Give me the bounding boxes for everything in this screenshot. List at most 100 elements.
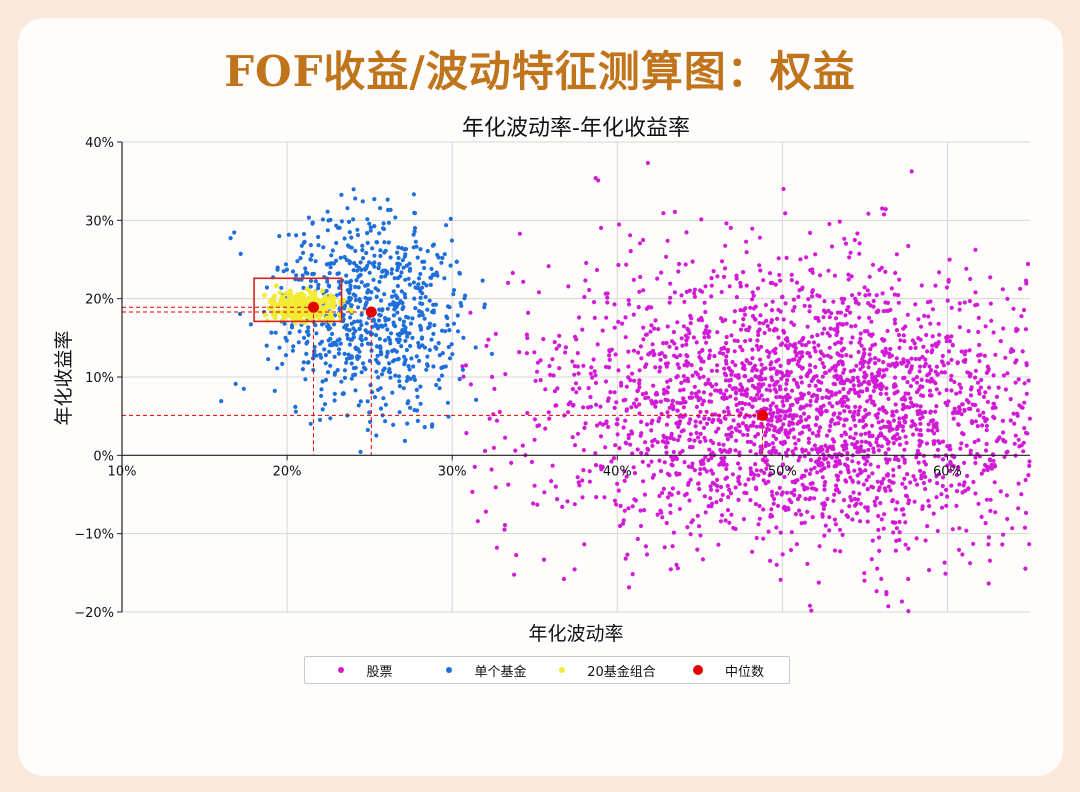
scatter-point xyxy=(721,442,726,447)
scatter-point xyxy=(975,424,980,429)
scatter-point xyxy=(675,400,680,405)
scatter-point xyxy=(436,341,441,346)
scatter-point xyxy=(855,473,860,478)
scatter-point xyxy=(777,384,782,389)
scatter-point xyxy=(948,447,953,452)
scatter-point xyxy=(866,301,871,306)
scatter-point xyxy=(480,278,485,283)
scatter-point xyxy=(338,255,343,260)
scatter-point xyxy=(1027,542,1032,547)
scatter-point xyxy=(902,339,907,344)
scatter-point xyxy=(832,517,838,522)
scatter-point xyxy=(948,377,954,382)
scatter-point xyxy=(901,395,907,400)
scatter-point xyxy=(715,488,720,493)
scatter-point xyxy=(946,349,952,354)
scatter-point xyxy=(862,379,867,384)
scatter-point xyxy=(866,474,871,479)
scatter-point xyxy=(957,526,962,531)
scatter-point xyxy=(658,365,663,370)
scatter-point xyxy=(946,279,951,284)
scatter-point xyxy=(949,462,954,467)
scatter-point xyxy=(803,468,809,473)
scatter-point xyxy=(697,524,702,529)
scatter-point xyxy=(313,259,318,264)
scatter-point xyxy=(368,342,374,347)
scatter-point xyxy=(792,357,797,362)
scatter-point xyxy=(718,390,723,395)
scatter-point xyxy=(425,354,430,359)
scatter-point xyxy=(704,469,709,474)
scatter-point xyxy=(724,354,729,359)
scatter-point xyxy=(420,291,425,296)
scatter-point xyxy=(410,316,415,321)
scatter-point xyxy=(632,471,638,476)
scatter-point xyxy=(370,261,375,266)
scatter-point xyxy=(961,432,966,437)
scatter-point xyxy=(687,437,693,442)
scatter-point xyxy=(978,385,984,390)
scatter-point xyxy=(583,278,588,283)
scatter-point xyxy=(325,279,330,284)
scatter-point xyxy=(582,425,587,430)
scatter-point xyxy=(676,490,681,495)
scatter-point xyxy=(277,290,283,296)
scatter-point xyxy=(935,342,940,347)
scatter-point xyxy=(950,343,955,348)
scatter-point xyxy=(701,390,707,395)
scatter-point xyxy=(879,479,884,485)
scatter-point xyxy=(1019,314,1024,319)
scatter-point xyxy=(939,370,944,375)
scatter-point xyxy=(903,493,909,498)
scatter-point xyxy=(415,255,420,260)
scatter-point xyxy=(598,434,604,439)
scatter-point xyxy=(779,376,784,381)
scatter-point xyxy=(651,383,656,388)
scatter-point xyxy=(402,438,407,443)
scatter-point xyxy=(876,420,881,425)
scatter-point xyxy=(635,536,640,542)
scatter-point xyxy=(586,386,591,391)
scatter-point xyxy=(348,315,353,320)
scatter-point xyxy=(431,310,436,315)
scatter-point xyxy=(418,301,423,306)
scatter-point xyxy=(759,370,764,376)
scatter-point xyxy=(705,381,710,386)
scatter-point xyxy=(968,561,973,566)
scatter-point xyxy=(743,482,748,487)
scatter-point xyxy=(326,338,331,343)
scatter-point xyxy=(782,474,787,480)
scatter-point xyxy=(881,309,886,314)
scatter-point xyxy=(1019,404,1024,410)
scatter-point xyxy=(986,366,991,371)
scatter-point xyxy=(939,492,944,497)
scatter-point xyxy=(532,350,537,355)
scatter-point xyxy=(819,410,825,415)
scatter-point xyxy=(729,434,734,439)
scatter-point xyxy=(852,496,857,502)
scatter-point xyxy=(353,388,358,393)
scatter-point xyxy=(840,300,845,305)
scatter-point xyxy=(926,498,931,503)
scatter-point xyxy=(985,399,991,405)
scatter-point xyxy=(630,431,635,436)
scatter-point xyxy=(988,301,993,306)
scatter-point xyxy=(850,479,855,484)
axes: −20%−10%0%10%20%30%40%10% 20% 30% 40% 50% 60% xyxy=(74,136,1030,621)
scatter-point xyxy=(233,381,238,386)
scatter-point xyxy=(337,225,342,230)
scatter-point xyxy=(981,410,986,415)
scatter-point xyxy=(657,352,662,357)
scatter-point xyxy=(892,321,898,326)
scatter-point xyxy=(806,297,811,302)
scatter-point xyxy=(871,304,876,309)
scatter-point xyxy=(346,300,351,305)
scatter-point xyxy=(334,223,339,228)
scatter-point xyxy=(901,376,906,381)
scatter-point xyxy=(908,384,914,389)
scatter-point xyxy=(849,274,854,279)
scatter-point xyxy=(511,572,517,577)
scatter-point xyxy=(352,261,357,266)
scatter-point xyxy=(460,367,465,372)
scatter-point xyxy=(630,371,635,376)
